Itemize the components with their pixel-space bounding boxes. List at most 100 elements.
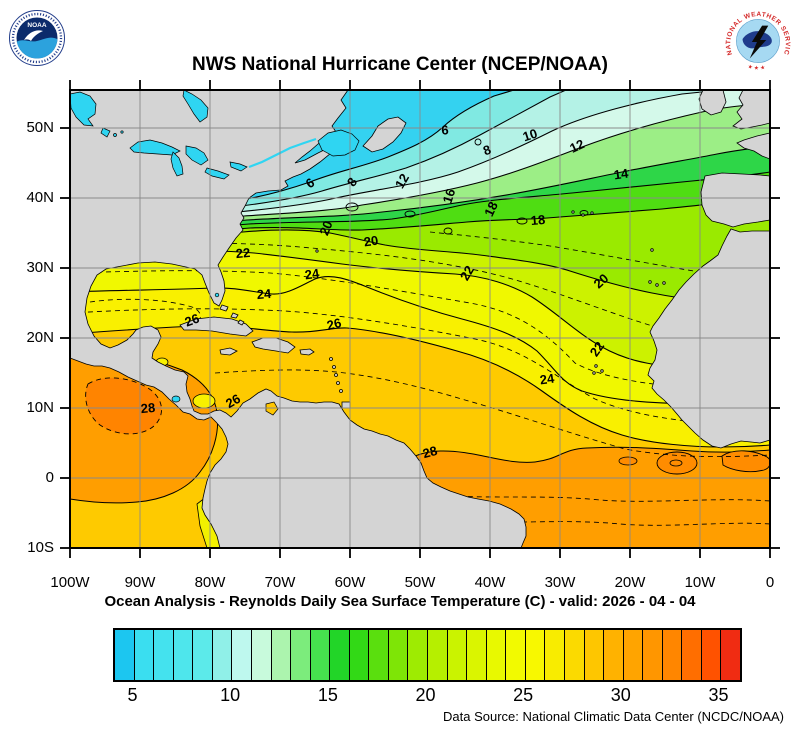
lat-axis-label: 20N <box>26 329 54 347</box>
colorbar-cell <box>564 630 585 680</box>
lon-axis-label: 0 <box>765 574 775 591</box>
lon-axis-label: 80W <box>194 574 226 591</box>
cape-verde <box>594 364 598 368</box>
hudson-bay-west <box>70 91 97 127</box>
iberia <box>700 172 770 228</box>
lake-winnipeg <box>100 127 111 138</box>
noaa-logo: NOAA <box>9 10 65 66</box>
newfoundland <box>362 116 407 153</box>
bermuda <box>315 249 319 253</box>
colorbar-cell <box>193 630 213 680</box>
colorbar-cell <box>291 630 311 680</box>
africa <box>647 228 770 449</box>
lake-huron <box>185 145 209 166</box>
colorbar-cell <box>467 630 487 680</box>
colorbar-cell <box>115 630 135 680</box>
noaa-logo-gull-icon <box>24 30 43 41</box>
ireland <box>698 90 727 116</box>
lake-okeechobee <box>214 292 220 298</box>
bahamas <box>219 304 245 326</box>
colorbar-cell <box>134 630 155 680</box>
noaa-logo-text: NOAA <box>27 22 46 29</box>
nws-logo-stars: ★ ★ ★ <box>747 63 766 72</box>
lon-axis-label: 100W <box>50 574 90 591</box>
lon-axis: 100W 90W 80W 70W 60W 50W 40W 30W 20W 10W 0 <box>0 574 800 592</box>
lat-axis-label: 40N <box>26 189 54 207</box>
colorbar-cell <box>486 630 507 680</box>
colorbar-cell <box>310 630 331 680</box>
jamaica <box>219 347 238 356</box>
noaa-logo-sea <box>16 37 58 59</box>
lon-axis-label: 30W <box>544 574 576 591</box>
colorbar-cell <box>662 630 683 680</box>
colorbar-tick-label: 30 <box>610 685 631 705</box>
lon-axis-label: 60W <box>334 574 366 591</box>
map-caption: Ocean Analysis - Reynolds Daily Sea Surf… <box>104 593 696 610</box>
colorbar-cell <box>682 630 702 680</box>
north-south-america <box>70 90 527 548</box>
colorbar-cell <box>251 630 272 680</box>
colorbar-cell <box>388 630 409 680</box>
temperature-colorbar <box>113 628 742 682</box>
colorbar-cell <box>545 630 565 680</box>
colorbar-cell <box>447 630 468 680</box>
hudson-james-bay <box>182 90 209 123</box>
colorbar-cell <box>604 630 624 680</box>
colorbar-tick-label: 25 <box>513 685 534 705</box>
lon-axis-label: 20W <box>614 574 646 591</box>
colorbar-cell <box>369 630 389 680</box>
lon-axis-label: 40W <box>474 574 506 591</box>
lake-erie <box>204 167 230 180</box>
great-britain <box>732 90 770 130</box>
colorbar-cell <box>721 630 740 680</box>
madeira <box>650 248 654 252</box>
lon-axis-label: 90W <box>124 574 156 591</box>
gulf-of-st-lawrence <box>317 129 360 157</box>
france <box>736 132 770 160</box>
graticule <box>70 90 770 548</box>
colorbar-cell <box>173 630 194 680</box>
lake-superior <box>129 139 181 156</box>
nws-logo: NATIONAL WEATHER SERVICE ★ ★ ★ <box>722 5 793 76</box>
colorbar-cell <box>525 630 546 680</box>
colorbar-tick-label: 20 <box>415 685 436 705</box>
lon-axis-label: 70W <box>264 574 296 591</box>
lon-axis-label: 50W <box>404 574 436 591</box>
colorbar-cell <box>584 630 605 680</box>
colorbar-cell <box>408 630 428 680</box>
colorbar-cell <box>154 630 174 680</box>
landmass <box>70 90 770 548</box>
lake-michigan <box>170 151 184 177</box>
lesser-antilles <box>329 357 333 361</box>
lake-ontario <box>229 161 248 172</box>
lake-maracaibo <box>265 401 279 416</box>
lat-axis-label: 50N <box>26 119 54 137</box>
colorbar-cell <box>212 630 233 680</box>
lake-nicaragua <box>171 395 181 403</box>
colorbar-tick-label: 35 <box>708 685 729 705</box>
axis-ticks <box>60 80 780 558</box>
azores <box>571 210 575 214</box>
colorbar-cell <box>271 630 292 680</box>
colorbar-cell <box>643 630 663 680</box>
sst-field <box>70 90 770 548</box>
st-lawrence-river <box>248 137 317 169</box>
colorbar-cell <box>428 630 448 680</box>
colorbar-cell <box>623 630 644 680</box>
lat-axis-label: 30N <box>26 259 54 277</box>
colorbar-tick-label: 15 <box>317 685 338 705</box>
puerto-rico <box>299 348 315 356</box>
noaa-logo-ring-text <box>11 12 63 64</box>
lat-axis: 50N 40N 30N 20N 10N 0 10S <box>0 0 60 570</box>
colorbar-cell <box>506 630 526 680</box>
lat-axis-label: 10N <box>26 399 54 417</box>
lat-axis-label: 10S <box>27 539 54 557</box>
lon-axis-label: 10W <box>684 574 716 591</box>
trinidad <box>341 401 351 409</box>
page-title: NWS National Hurricane Center (NCEP/NOAA… <box>192 54 608 75</box>
data-source-note: Data Source: National Climatic Data Cent… <box>443 709 784 724</box>
colorbar-cell <box>349 630 370 680</box>
colorbar-cell <box>232 630 252 680</box>
lat-axis-label: 0 <box>45 469 54 487</box>
